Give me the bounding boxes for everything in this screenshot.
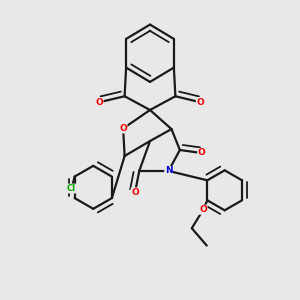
Text: O: O	[199, 205, 207, 214]
Text: O: O	[95, 98, 103, 107]
Text: O: O	[196, 98, 204, 107]
Text: Cl: Cl	[67, 184, 76, 193]
Text: O: O	[197, 148, 205, 158]
Text: N: N	[165, 167, 172, 176]
Text: O: O	[119, 124, 127, 133]
Text: O: O	[131, 188, 139, 197]
